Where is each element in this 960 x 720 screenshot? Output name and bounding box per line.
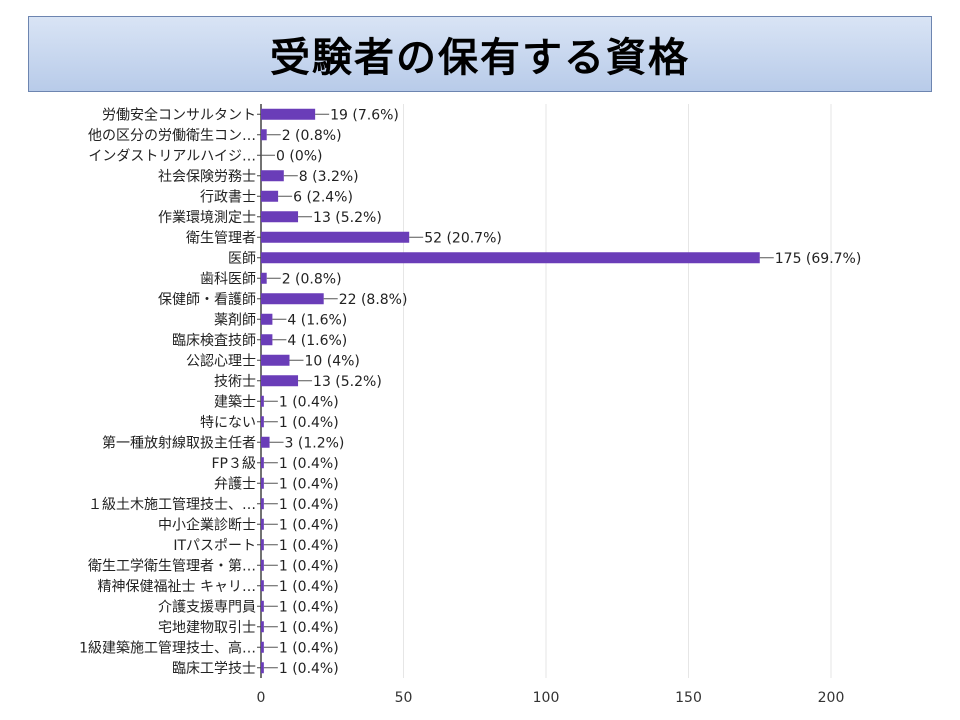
category-label: 特にない [200,415,256,431]
x-tick-label: 150 [675,690,702,706]
category-label: 弁護士 [214,476,256,492]
bar [261,313,273,325]
bar [261,662,264,674]
bar [261,375,299,387]
category-label: ITパスポート [173,538,256,554]
bar [261,477,264,489]
data-label: 13 (5.2%) [313,210,382,226]
data-label: 175 (69.7%) [775,251,862,267]
category-label: 中小企業診断士 [158,516,256,533]
data-label: 4 (1.6%) [287,333,347,349]
bar [261,272,267,284]
category-label: 宅地建物取引士 [158,620,256,636]
page-title: 受験者の保有する資格 [270,35,690,81]
data-label: 19 (7.6%) [330,107,399,123]
data-label: 1 (0.4%) [279,394,339,410]
x-tick-label: 100 [533,690,560,706]
x-tick-label: 200 [818,690,845,706]
data-label: 1 (0.4%) [279,661,339,677]
bar [261,129,267,141]
category-label: 衛生管理者 [186,230,256,246]
data-label: 3 (1.2%) [285,435,345,451]
category-label: FP３級 [212,456,257,472]
data-label: 22 (8.8%) [339,292,408,308]
data-label: 8 (3.2%) [299,169,359,185]
x-tick-label: 50 [395,690,413,706]
bar [261,395,264,407]
category-label: 介護支援専門員 [158,599,256,615]
title-banner: 受験者の保有する資格 [28,16,932,92]
category-label: 公認心理士 [186,353,256,369]
bar [261,108,316,120]
data-label: 0 (0%) [276,148,323,164]
bar [261,211,299,223]
data-label: 1 (0.4%) [279,620,339,636]
data-label: 1 (0.4%) [279,415,339,431]
data-label: 1 (0.4%) [279,538,339,554]
category-label: 衛生工学衛生管理者・第… [88,557,256,574]
category-label: 他の区分の労働衛生コン… [88,128,256,144]
bar [261,252,760,264]
bar [261,457,264,469]
category-label: 作業環境測定士 [158,210,256,226]
data-label: 1 (0.4%) [279,456,339,472]
bar [261,190,279,202]
bar [261,231,410,243]
data-label: 6 (2.4%) [293,189,353,205]
category-label: 歯科医師 [200,271,256,287]
bar [261,518,264,530]
category-label: 薬剤師 [214,312,256,328]
category-label: 技術士 [214,374,256,390]
bar [261,621,264,633]
category-label: 建築士 [214,394,256,410]
bar [261,416,264,428]
category-label: 臨床検査技師 [172,333,256,349]
category-label: 労働安全コンサルタント [102,106,256,123]
bar [261,293,324,305]
bar [261,498,264,510]
category-label: 第一種放射線取扱主任者 [102,434,256,451]
category-label: 医師 [228,251,256,267]
data-label: 1 (0.4%) [279,476,339,492]
category-label: 1級建築施工管理技士、高… [79,639,256,656]
bar [261,580,264,592]
category-label: 保健師・看護師 [158,292,256,308]
category-label: 臨床工学技士 [172,661,256,677]
category-label: 行政書士 [200,189,256,205]
bar [261,539,264,551]
data-label: 4 (1.6%) [287,312,347,328]
data-label: 13 (5.2%) [313,374,382,390]
data-label: 1 (0.4%) [279,640,339,656]
category-label: 社会保険労務士 [158,169,256,185]
data-label: 1 (0.4%) [279,558,339,574]
bar [261,559,264,571]
category-label: １級土木施工管理技士、… [88,497,256,513]
bar [261,600,264,612]
bar [261,354,290,366]
category-label: 精神保健福祉士 キャリ… [98,579,256,595]
bar [261,641,264,653]
data-label: 2 (0.8%) [282,128,342,144]
data-label: 1 (0.4%) [279,517,339,533]
bar [261,170,284,182]
bar [261,436,270,448]
x-tick-label: 0 [257,690,266,706]
data-label: 1 (0.4%) [279,599,339,615]
data-label: 2 (0.8%) [282,271,342,287]
bar [261,334,273,346]
data-label: 52 (20.7%) [424,230,502,246]
data-label: 10 (4%) [305,353,360,369]
data-label: 1 (0.4%) [279,579,339,595]
data-label: 1 (0.4%) [279,497,339,513]
category-label: インダストリアルハイジ… [88,148,256,164]
